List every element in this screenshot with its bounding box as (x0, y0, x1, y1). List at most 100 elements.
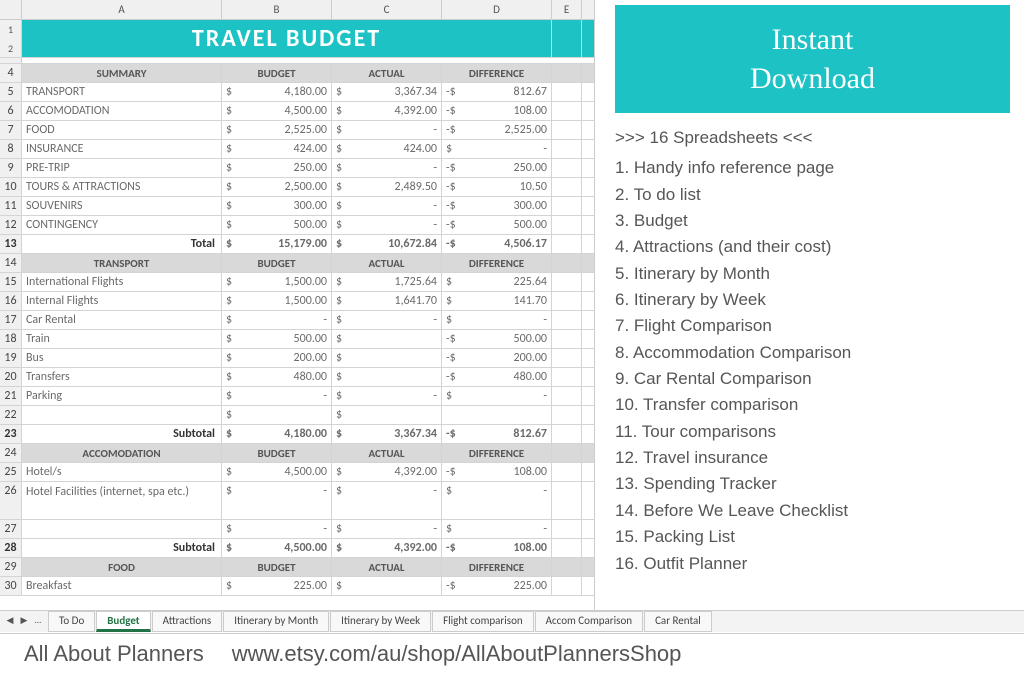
row-number[interactable]: 19 (0, 349, 22, 367)
row-label[interactable]: Transfers (22, 368, 222, 386)
row-number[interactable]: 15 (0, 273, 22, 291)
header-cell[interactable]: BUDGET (222, 558, 332, 576)
tab-first-icon[interactable]: ◀ (4, 615, 16, 629)
col-header-C[interactable]: C (332, 0, 442, 19)
row-label[interactable]: Hotel/s (22, 463, 222, 481)
total-label[interactable]: Subtotal (22, 425, 222, 443)
header-cell[interactable]: DIFFERENCE (442, 254, 552, 272)
total-label[interactable]: Subtotal (22, 539, 222, 557)
row-number[interactable]: 10 (0, 178, 22, 196)
row-number[interactable]: 6 (0, 102, 22, 120)
row-number[interactable]: 4 (0, 64, 22, 82)
row-label[interactable]: Breakfast (22, 577, 222, 595)
sheet-tab[interactable]: Car Rental (644, 611, 712, 632)
sheet-tab[interactable]: Attractions (152, 611, 223, 632)
header-cell[interactable]: SUMMARY (22, 64, 222, 82)
select-all-cell[interactable] (0, 0, 22, 19)
row-number[interactable]: 29 (0, 558, 22, 576)
header-cell[interactable]: DIFFERENCE (442, 444, 552, 462)
data-row: 10TOURS & ATTRACTIONS$2,500.00$2,489.50-… (0, 178, 594, 197)
row-number[interactable]: 13 (0, 235, 22, 253)
row-number[interactable]: 16 (0, 292, 22, 310)
feature-item: 5. Itinerary by Month (615, 261, 1010, 287)
row-label[interactable]: CONTINGENCY (22, 216, 222, 234)
row-label[interactable]: INSURANCE (22, 140, 222, 158)
row-number[interactable]: 12 (0, 20, 22, 57)
row-label[interactable]: FOOD (22, 121, 222, 139)
row-label[interactable]: Car Rental (22, 311, 222, 329)
data-row: 16Internal Flights$1,500.00$1,641.70$141… (0, 292, 594, 311)
col-header-E[interactable]: E (552, 0, 582, 19)
row-number[interactable]: 8 (0, 140, 22, 158)
row-label[interactable]: PRE-TRIP (22, 159, 222, 177)
sheet-tab[interactable]: Accom Comparison (535, 611, 643, 632)
feature-item: 10. Transfer comparison (615, 392, 1010, 418)
row-label[interactable]: Bus (22, 349, 222, 367)
row-number[interactable]: 5 (0, 83, 22, 101)
row-number[interactable]: 27 (0, 520, 22, 538)
row-number[interactable]: 24 (0, 444, 22, 462)
row-number[interactable]: 14 (0, 254, 22, 272)
row-number[interactable]: 9 (0, 159, 22, 177)
row-number[interactable]: 20 (0, 368, 22, 386)
row-number[interactable]: 12 (0, 216, 22, 234)
data-row: 20Transfers$480.00$-$480.00 (0, 368, 594, 387)
header-cell[interactable]: ACTUAL (332, 64, 442, 82)
sheet-tab[interactable]: Flight comparison (432, 611, 534, 632)
total-label[interactable]: Total (22, 235, 222, 253)
row-label[interactable]: Parking (22, 387, 222, 405)
sheet-tab[interactable]: Budget (96, 611, 150, 632)
sheet-tab[interactable]: Itinerary by Month (223, 611, 329, 632)
tab-next-icon[interactable]: ▶ (18, 615, 30, 629)
data-row: 25Hotel/s$4,500.00$4,392.00-$108.00 (0, 463, 594, 482)
title-row: 12TRAVEL BUDGET (0, 20, 594, 58)
data-row: 8INSURANCE$424.00$424.00$- (0, 140, 594, 159)
header-cell[interactable]: DIFFERENCE (442, 558, 552, 576)
header-cell[interactable]: ACTUAL (332, 558, 442, 576)
header-cell[interactable]: BUDGET (222, 444, 332, 462)
sheet-tab[interactable]: To Do (48, 611, 95, 632)
data-row: 26Hotel Facilities (internet, spa etc.)$… (0, 482, 594, 520)
row-label[interactable] (22, 406, 222, 424)
row-label[interactable]: SOUVENIRS (22, 197, 222, 215)
row-number[interactable]: 25 (0, 463, 22, 481)
sheet-tab[interactable]: Itinerary by Week (330, 611, 431, 632)
header-cell[interactable]: BUDGET (222, 254, 332, 272)
row-label[interactable]: International Flights (22, 273, 222, 291)
feature-item: 3. Budget (615, 208, 1010, 234)
title-cell: TRAVEL BUDGET (22, 20, 552, 57)
row-label[interactable] (22, 520, 222, 538)
col-header-D[interactable]: D (442, 0, 552, 19)
section-header-row: 24ACCOMODATIONBUDGETACTUALDIFFERENCE (0, 444, 594, 463)
row-label[interactable]: ACCOMODATION (22, 102, 222, 120)
header-cell[interactable]: ACTUAL (332, 254, 442, 272)
column-headers: A B C D E (0, 0, 594, 20)
row-label[interactable]: Train (22, 330, 222, 348)
feature-item: 6. Itinerary by Week (615, 287, 1010, 313)
row-number[interactable]: 28 (0, 539, 22, 557)
row-number[interactable]: 7 (0, 121, 22, 139)
row-number[interactable]: 17 (0, 311, 22, 329)
header-cell[interactable]: FOOD (22, 558, 222, 576)
header-cell[interactable]: DIFFERENCE (442, 64, 552, 82)
header-cell[interactable]: TRANSPORT (22, 254, 222, 272)
spreadsheet-area: A B C D E 12TRAVEL BUDGET4SUMMARYBUDGETA… (0, 0, 595, 632)
row-number[interactable]: 11 (0, 197, 22, 215)
row-number[interactable]: 26 (0, 482, 22, 519)
header-cell[interactable]: ACTUAL (332, 444, 442, 462)
row-number[interactable]: 18 (0, 330, 22, 348)
row-number[interactable]: 22 (0, 406, 22, 424)
header-cell[interactable]: BUDGET (222, 64, 332, 82)
row-number[interactable]: 23 (0, 425, 22, 443)
col-header-A[interactable]: A (22, 0, 222, 19)
row-label[interactable]: TRANSPORT (22, 83, 222, 101)
header-cell[interactable]: ACCOMODATION (22, 444, 222, 462)
tab-more-icon[interactable]: … (32, 615, 44, 629)
row-label[interactable]: TOURS & ATTRACTIONS (22, 178, 222, 196)
cell-grid[interactable]: 12TRAVEL BUDGET4SUMMARYBUDGETACTUALDIFFE… (0, 20, 594, 596)
row-number[interactable]: 21 (0, 387, 22, 405)
row-number[interactable]: 30 (0, 577, 22, 595)
row-label[interactable]: Internal Flights (22, 292, 222, 310)
row-label[interactable]: Hotel Facilities (internet, spa etc.) (22, 482, 222, 519)
col-header-B[interactable]: B (222, 0, 332, 19)
